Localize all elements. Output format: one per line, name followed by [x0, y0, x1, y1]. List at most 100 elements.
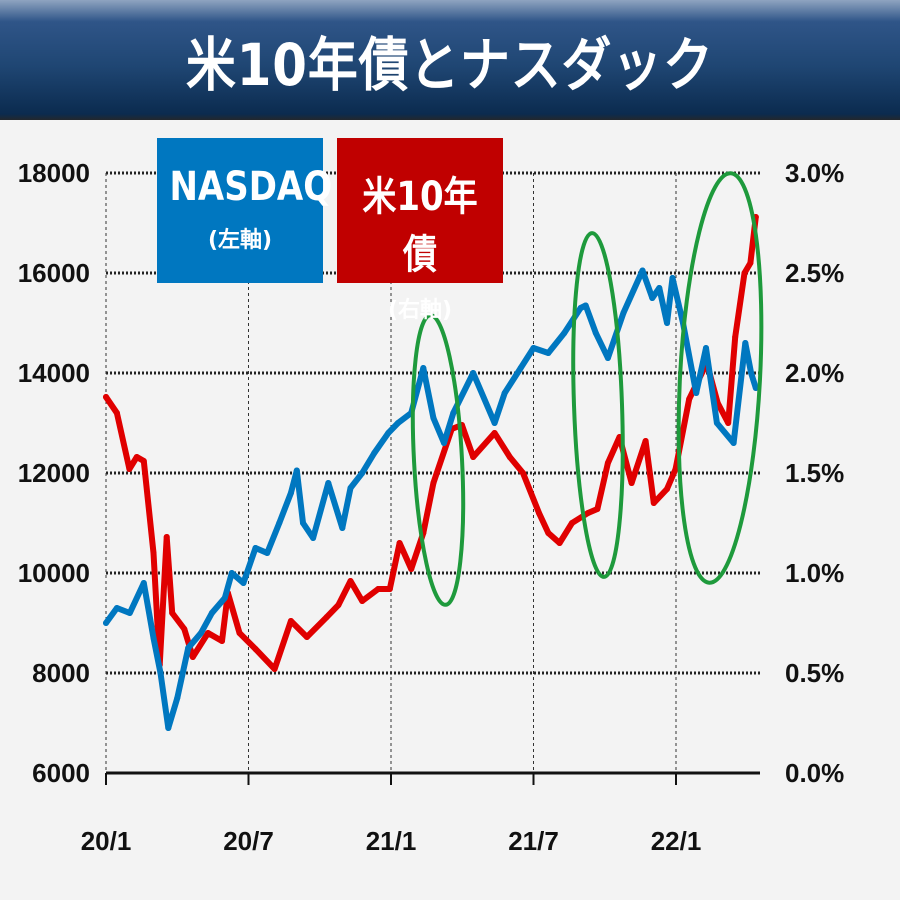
annotation-ellipse	[410, 313, 466, 607]
data-point	[133, 454, 140, 460]
data-point	[185, 645, 192, 651]
x-axis-tick-label: 21/7	[508, 826, 559, 856]
left-axis-tick-label: 10000	[18, 558, 90, 588]
data-point	[371, 450, 378, 456]
data-point	[347, 485, 354, 491]
data-point	[303, 634, 310, 640]
legend-nasdaq-axis: (左軸)	[207, 228, 273, 253]
data-point	[620, 310, 627, 316]
x-axis-tick-label: 20/1	[81, 826, 132, 856]
data-point	[741, 270, 748, 276]
data-point	[501, 390, 508, 396]
data-point	[664, 320, 671, 326]
data-point	[228, 570, 235, 576]
data-point	[287, 618, 294, 624]
data-point	[264, 550, 271, 556]
data-point	[730, 440, 737, 446]
data-point	[150, 635, 157, 641]
data-point	[198, 630, 204, 636]
data-point	[519, 470, 526, 476]
data-point	[310, 535, 317, 541]
data-point	[440, 440, 447, 446]
data-point	[582, 302, 589, 309]
data-point	[642, 438, 649, 444]
data-point	[577, 305, 584, 311]
annotation-ellipse	[676, 171, 764, 585]
right-axis-tick-label: 2.5%	[785, 258, 844, 288]
data-point	[325, 480, 332, 486]
legend-us10y-label: 米10年債	[362, 174, 478, 278]
data-point	[165, 725, 172, 731]
data-point	[113, 605, 120, 611]
data-point	[470, 454, 477, 460]
right-axis-tick-label: 1.0%	[785, 558, 844, 588]
header: 米10年債とナスダック	[0, 0, 900, 120]
data-point	[491, 420, 498, 426]
data-point	[594, 506, 601, 512]
data-point	[113, 410, 120, 416]
right-axis-tick-label: 2.0%	[785, 358, 844, 388]
data-point	[181, 626, 188, 632]
data-point	[347, 578, 354, 584]
annotation-ellipse	[571, 231, 625, 579]
data-point	[359, 470, 366, 476]
data-point	[323, 614, 330, 620]
data-point	[561, 330, 568, 336]
left-axis-tick-label: 14000	[18, 358, 90, 388]
data-point	[702, 345, 709, 351]
data-point	[221, 595, 228, 601]
data-point	[693, 390, 700, 396]
x-axis-tick-label: 21/1	[366, 826, 417, 856]
x-axis-tick-label: 22/1	[651, 826, 702, 856]
data-point	[569, 520, 576, 526]
left-axis-tick-label: 12000	[18, 458, 90, 488]
data-point	[732, 334, 739, 340]
data-point	[556, 540, 563, 546]
data-point	[375, 586, 382, 592]
data-point	[530, 345, 537, 351]
data-point	[300, 520, 307, 526]
data-point	[157, 670, 164, 676]
data-point	[535, 510, 542, 516]
right-axis-tick-label: 0.5%	[785, 658, 844, 688]
data-point	[491, 430, 498, 436]
data-point	[386, 586, 393, 592]
left-axis-tick-label: 8000	[32, 658, 90, 688]
legend-nasdaq-label: NASDAQ	[169, 164, 333, 210]
data-point	[748, 370, 755, 376]
data-point	[742, 340, 749, 346]
data-point	[287, 490, 294, 496]
data-point	[103, 394, 109, 400]
legend-us10y-axis: (右軸)	[387, 298, 453, 323]
data-point	[126, 466, 133, 472]
data-point	[276, 520, 283, 526]
data-point	[506, 454, 513, 460]
data-point	[126, 610, 133, 616]
data-point	[639, 267, 646, 274]
data-point	[208, 610, 215, 616]
data-point	[150, 550, 157, 556]
data-point	[470, 370, 477, 376]
chart-title: 米10年債とナスダック	[186, 31, 714, 99]
data-point	[335, 602, 342, 608]
data-point	[169, 610, 176, 616]
left-axis-tick-label: 6000	[32, 758, 90, 788]
data-point	[585, 510, 592, 516]
series-line-nasdaq	[103, 267, 759, 731]
data-point	[385, 430, 392, 436]
data-point	[420, 365, 427, 371]
data-point	[604, 460, 611, 466]
data-point	[205, 630, 212, 636]
right-axis-tick-label: 0.0%	[785, 758, 844, 788]
legend-us10y: 米10年債 (右軸)	[337, 138, 503, 323]
left-axis-tick-label: 16000	[18, 258, 90, 288]
right-axis-tick-label: 3.0%	[785, 158, 844, 188]
data-point	[240, 580, 247, 586]
data-point	[664, 486, 671, 492]
data-point	[293, 467, 300, 474]
data-point	[271, 666, 278, 672]
data-point	[430, 480, 437, 486]
data-point	[450, 410, 457, 416]
data-point	[592, 330, 599, 336]
